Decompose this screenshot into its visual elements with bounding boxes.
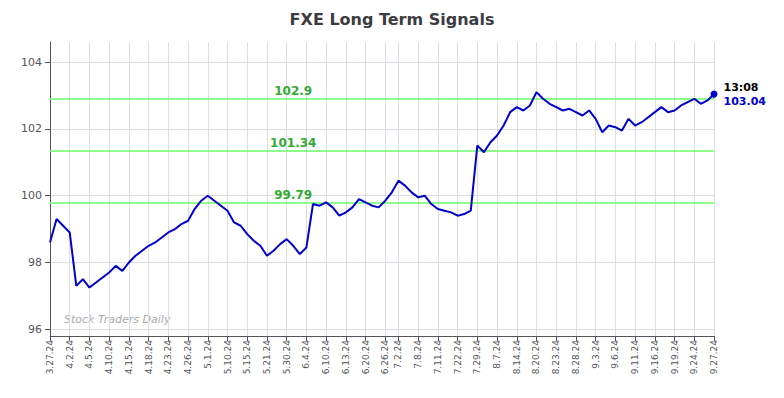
svg-text:9.16.24: 9.16.24 (650, 340, 660, 375)
svg-text:3.27.24: 3.27.24 (45, 340, 55, 375)
svg-text:4.18.24: 4.18.24 (144, 340, 154, 375)
svg-text:4.15.24: 4.15.24 (124, 340, 134, 375)
svg-text:104: 104 (21, 56, 42, 69)
svg-text:6.20.24: 6.20.24 (361, 340, 371, 375)
svg-text:9.11.24: 9.11.24 (630, 340, 640, 375)
svg-text:FXE Long Term Signals: FXE Long Term Signals (290, 10, 495, 29)
svg-text:98: 98 (28, 256, 42, 269)
svg-text:101.34: 101.34 (270, 136, 316, 150)
svg-text:6.26.24: 6.26.24 (380, 340, 390, 375)
svg-text:4.10.24: 4.10.24 (104, 340, 114, 375)
svg-text:5.1.24: 5.1.24 (203, 340, 213, 369)
svg-text:8.23.24: 8.23.24 (551, 340, 561, 375)
svg-text:5.30.24: 5.30.24 (282, 340, 292, 375)
svg-text:7.2.24: 7.2.24 (393, 340, 403, 369)
svg-text:100: 100 (21, 189, 42, 202)
svg-text:7.11.24: 7.11.24 (433, 340, 443, 375)
svg-text:8.20.24: 8.20.24 (531, 340, 541, 375)
svg-text:4.5.24: 4.5.24 (84, 340, 94, 369)
svg-text:Stock Traders Daily: Stock Traders Daily (64, 313, 171, 326)
svg-text:102.9: 102.9 (274, 84, 312, 98)
svg-text:4.23.24: 4.23.24 (163, 340, 173, 375)
svg-text:6.13.24: 6.13.24 (341, 340, 351, 375)
svg-text:9.19.24: 9.19.24 (670, 340, 680, 375)
svg-text:6.10.24: 6.10.24 (321, 340, 331, 375)
svg-text:5.21.24: 5.21.24 (262, 340, 272, 375)
svg-text:7.22.24: 7.22.24 (453, 340, 463, 375)
svg-text:9.27.24: 9.27.24 (709, 340, 719, 375)
svg-text:103.04: 103.04 (724, 95, 767, 108)
svg-text:8.14.24: 8.14.24 (512, 340, 522, 375)
svg-text:9.3.24: 9.3.24 (591, 340, 601, 369)
svg-text:96: 96 (28, 323, 42, 336)
svg-text:7.29.24: 7.29.24 (472, 340, 482, 375)
svg-text:102: 102 (21, 122, 42, 135)
svg-text:9.24.24: 9.24.24 (689, 340, 699, 375)
svg-text:9.6.24: 9.6.24 (610, 340, 620, 369)
svg-text:7.8.24: 7.8.24 (413, 340, 423, 369)
svg-text:8.7.24: 8.7.24 (492, 340, 502, 369)
svg-text:13:08: 13:08 (724, 81, 759, 94)
svg-text:4.26.24: 4.26.24 (183, 340, 193, 375)
svg-text:8.28.24: 8.28.24 (571, 340, 581, 375)
svg-text:5.10.24: 5.10.24 (223, 340, 233, 375)
svg-text:4.2.24: 4.2.24 (65, 340, 75, 369)
svg-text:5.15.24: 5.15.24 (242, 340, 252, 375)
svg-text:6.4.24: 6.4.24 (301, 340, 311, 369)
svg-text:99.79: 99.79 (274, 188, 312, 202)
